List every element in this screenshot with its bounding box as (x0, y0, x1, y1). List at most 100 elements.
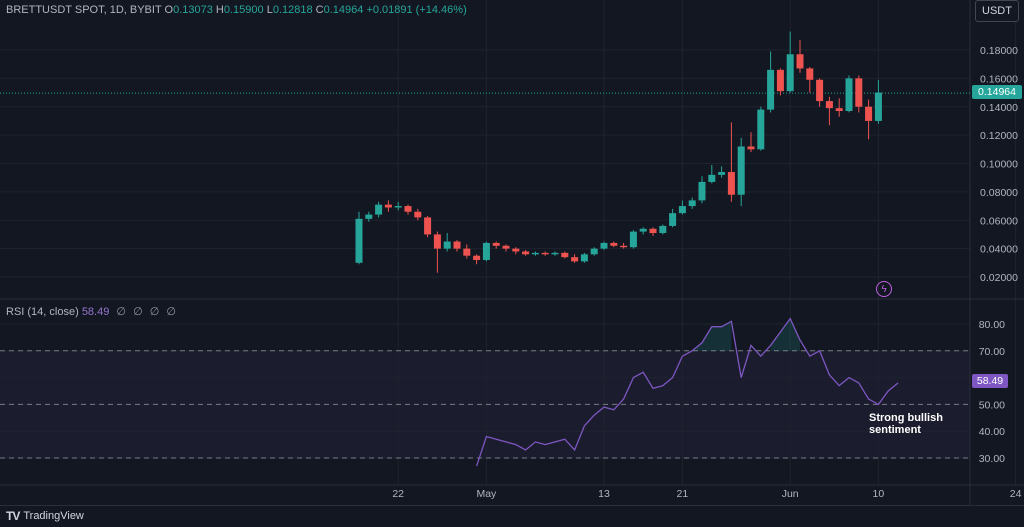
candle (463, 248, 471, 256)
candle (825, 101, 833, 109)
candle (874, 92, 882, 121)
candle (629, 231, 637, 248)
rsi-overbought-fill (770, 318, 800, 351)
rsi-legend[interactable]: RSI (14, close) 58.49 ∅ ∅ ∅ ∅ (6, 305, 176, 318)
low-value: 0.12818 (272, 4, 313, 16)
candle (659, 225, 667, 234)
rsi-na-mark: ∅ (133, 306, 143, 318)
rsi-axis-label: 40.00 (979, 426, 1005, 438)
candle (492, 242, 500, 246)
candle (512, 248, 520, 252)
candle (482, 242, 490, 260)
rsi-axis-label: 80.00 (979, 319, 1005, 331)
candle (727, 172, 735, 195)
lightning-event-icon[interactable]: ϟ (876, 281, 892, 297)
rsi-na-mark: ∅ (166, 306, 176, 318)
price-axis-label: 0.04000 (980, 244, 1018, 256)
candle (375, 204, 383, 215)
time-axis-label: 22 (392, 488, 404, 500)
time-axis-label: 13 (598, 488, 610, 500)
candle (816, 79, 824, 102)
candle (757, 109, 765, 150)
candle (698, 181, 706, 201)
candle (433, 234, 441, 249)
rsi-axis-label: 30.00 (979, 453, 1005, 465)
candle (688, 200, 696, 207)
annotation-line-2: sentiment (869, 424, 921, 436)
candle (776, 69, 784, 92)
candle (806, 68, 814, 80)
candle (551, 252, 559, 255)
footer-bar (0, 505, 1024, 527)
price-axis-label: 0.02000 (980, 272, 1018, 284)
change-value: +0.01891 (+14.46%) (366, 4, 467, 16)
candle (414, 211, 422, 218)
candle (786, 54, 794, 92)
price-axis-label: 0.06000 (980, 215, 1018, 227)
open-value: 0.13073 (173, 4, 213, 16)
candle (541, 252, 549, 255)
time-axis-label: May (476, 488, 497, 500)
candle (796, 54, 804, 69)
candle (600, 242, 608, 249)
price-axis-label: 0.10000 (980, 159, 1018, 171)
time-axis-label: 10 (873, 488, 885, 500)
time-axis-label: Jun (782, 488, 799, 500)
candle (394, 206, 402, 208)
high-value: 0.15900 (223, 4, 264, 16)
candle (678, 206, 686, 214)
currency-unit-button[interactable]: USDT (975, 0, 1019, 22)
price-axis-label: 0.08000 (980, 187, 1018, 199)
candle (424, 217, 432, 235)
candle (531, 252, 539, 255)
candle (845, 78, 853, 112)
candle (620, 245, 628, 248)
candle (708, 174, 716, 182)
chart-annotation: Strong bullish sentiment (869, 412, 959, 436)
symbol-name: BRETTUSDT SPOT, 1D, BYBIT (6, 4, 162, 16)
close-label: C (315, 4, 324, 16)
low-label: L (266, 4, 273, 16)
symbol-header: BRETTUSDT SPOT, 1D, BYBIT O0.13073 H0.15… (6, 4, 467, 16)
rsi-legend-value: 58.49 (81, 306, 110, 318)
candle (718, 172, 726, 175)
candle (855, 78, 863, 107)
candle (522, 251, 530, 255)
annotation-line-1: Strong bullish (869, 412, 943, 424)
candle (669, 213, 677, 226)
candle (865, 106, 873, 121)
candle (355, 218, 363, 263)
rsi-line (475, 317, 899, 467)
rsi-na-mark: ∅ (149, 306, 160, 318)
price-axis-label: 0.18000 (980, 45, 1018, 57)
candle (404, 206, 412, 212)
candle (502, 245, 510, 249)
candle (453, 241, 461, 249)
candle (767, 69, 775, 110)
candle (747, 146, 755, 150)
candle (473, 255, 481, 260)
time-axis-label: 21 (677, 488, 689, 500)
time-axis-label: 24 (1010, 488, 1022, 500)
close-value: 0.14964 (323, 4, 364, 16)
candle (365, 214, 373, 219)
rsi-axis-label: 70.00 (979, 346, 1005, 358)
tradingview-logo-mark: TV (6, 509, 20, 523)
candle (443, 241, 451, 249)
price-axis-label: 0.14000 (980, 102, 1018, 114)
price-axis-label: 0.16000 (980, 73, 1018, 85)
candle (590, 248, 598, 255)
tradingview-brand: TradingView (23, 510, 84, 522)
candle (737, 146, 745, 195)
candle (580, 254, 588, 262)
last-price-tag: 0.14964 (972, 85, 1022, 99)
candle (571, 257, 579, 262)
rsi-axis-label: 50.00 (979, 399, 1005, 411)
candle (561, 252, 569, 258)
candle (610, 242, 618, 246)
tradingview-logo[interactable]: TV TradingView (6, 509, 84, 523)
price-axis-label: 0.12000 (980, 130, 1018, 142)
rsi-legend-label: RSI (14, close) (6, 306, 79, 318)
rsi-value-tag: 58.49 (972, 374, 1008, 388)
